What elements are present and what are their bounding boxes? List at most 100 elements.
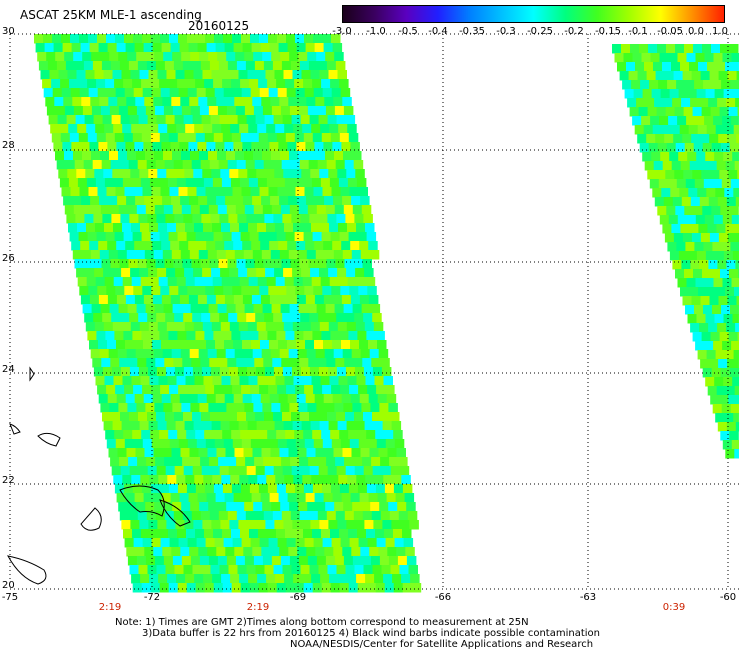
wind-cell [376, 385, 386, 395]
wind-cell [311, 124, 321, 134]
wind-cell [732, 251, 739, 261]
wind-cell [159, 430, 169, 440]
wind-cell [160, 88, 171, 98]
wind-cell [136, 403, 146, 413]
wind-cell [229, 70, 239, 80]
wind-cell [359, 340, 369, 350]
wind-cell [381, 412, 391, 422]
wind-cell [292, 421, 303, 431]
wind-cell [334, 52, 344, 62]
wind-cell [406, 502, 416, 512]
wind-cell [260, 493, 271, 503]
wind-cell [372, 412, 382, 422]
wind-cell [262, 502, 272, 512]
wind-cell [154, 502, 164, 512]
wind-cell [275, 124, 285, 134]
wind-cell [268, 187, 278, 197]
wind-cell [353, 358, 363, 368]
wind-cell [190, 556, 201, 566]
wind-cell [125, 142, 135, 152]
wind-cell [346, 421, 357, 431]
wind-cell [345, 412, 355, 422]
wind-cell [93, 214, 103, 224]
wind-cell [333, 448, 343, 458]
wind-cell [375, 484, 386, 494]
wind-cell [226, 151, 236, 161]
wind-cell [77, 223, 87, 233]
wind-cell [713, 278, 723, 288]
wind-cell [655, 71, 666, 81]
wind-cell [304, 538, 315, 548]
wind-cell [390, 466, 401, 476]
wind-cell [192, 466, 203, 476]
wind-cell [305, 340, 315, 350]
wind-cell [731, 116, 739, 126]
wind-cell [259, 88, 270, 98]
wind-cell [303, 79, 313, 89]
wind-cell [725, 224, 735, 234]
wind-cell [228, 214, 238, 224]
wind-cell [673, 71, 684, 81]
wind-cell [118, 205, 129, 215]
wind-cell [276, 430, 286, 440]
wind-cell [247, 268, 257, 278]
wind-cell [233, 394, 244, 404]
wind-cell [365, 574, 375, 584]
wind-cell [312, 331, 322, 341]
wind-cell [220, 70, 230, 80]
wind-cell [271, 205, 282, 215]
wind-cell [215, 394, 226, 404]
wind-cell [367, 538, 378, 548]
wind-cell [338, 223, 348, 233]
wind-cell [158, 376, 168, 386]
wind-cell [400, 520, 410, 530]
wind-cell [364, 268, 374, 278]
wind-cell [360, 250, 371, 260]
wind-cell [171, 349, 182, 359]
wind-cell [704, 53, 714, 63]
wind-cell [89, 295, 100, 305]
wind-cell [353, 511, 364, 521]
wind-cell [327, 412, 337, 422]
wind-cell [199, 502, 209, 512]
wind-cell [108, 196, 118, 206]
wind-cell [382, 520, 392, 530]
wind-cell [197, 394, 208, 404]
wind-cell [333, 250, 344, 260]
wind-cell [277, 538, 288, 548]
wind-cell [282, 367, 293, 377]
wind-cell [364, 520, 374, 530]
wind-cell [266, 475, 276, 485]
wind-cell [133, 34, 143, 44]
wind-cell [244, 151, 254, 161]
wind-cell [54, 97, 64, 107]
wind-cell [154, 106, 165, 116]
wind-cell [248, 223, 258, 233]
wind-cell [99, 97, 109, 107]
wind-cell [682, 233, 693, 243]
wind-cell [711, 368, 722, 378]
wind-cell [665, 170, 675, 180]
wind-cell [296, 295, 307, 305]
wind-cell [138, 466, 149, 476]
wind-cell [127, 502, 137, 512]
wind-cell [242, 394, 253, 404]
wind-cell [228, 466, 239, 476]
colorbar-labels: -3.0 -1.0 -0.5 -0.4 -0.35 -0.3 -0.25 -0.… [320, 26, 740, 38]
wind-cell [63, 196, 73, 206]
wind-cell [216, 448, 226, 458]
wind-cell [143, 295, 154, 305]
wind-cell [182, 511, 193, 521]
wind-cell [120, 115, 131, 125]
wind-cell [221, 178, 232, 188]
wind-cell [116, 394, 127, 404]
wind-cell [251, 340, 261, 350]
wind-cell [172, 52, 182, 62]
wind-cell [213, 79, 223, 89]
wind-cell [345, 115, 356, 125]
wind-cell [657, 206, 667, 216]
wind-cell [719, 170, 729, 180]
wind-cell [691, 71, 702, 81]
wind-cell [697, 188, 707, 198]
